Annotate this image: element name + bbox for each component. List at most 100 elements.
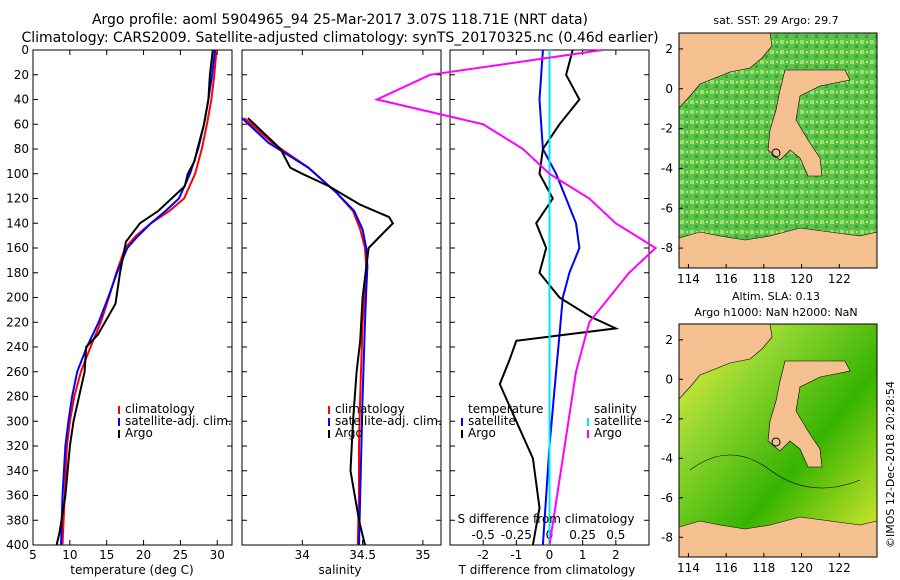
y-tick-label: 80 [14,142,29,156]
salinity-axes [241,49,442,546]
series-line-argo [247,117,395,546]
lon-tick-label: 114 [677,561,700,575]
sst-map-frame [678,32,878,269]
temperature-series [55,49,218,546]
temperature-legend: climatology satellite-adj. clim. Argo [118,402,232,440]
y-tick-label: 280 [6,390,29,404]
sla-map-subtitle: Argo h1000: NaN h2000: NaN [694,306,857,319]
lat-tick-label: -8 [661,241,673,255]
x-tick-label: -1 [510,548,522,562]
lon-tick-label: 120 [790,272,813,286]
y-tick-label: 100 [6,167,29,181]
sulawesi-land [767,69,851,177]
sla-map-title: Altim. SLA: 0.13 [732,290,820,303]
legend-label-t-argo: Argo [468,426,496,440]
legend-label-satellite: satellite-adj. clim. [125,414,232,428]
series-line-t-satellite [538,49,581,546]
sla-lat-axis: 2 0 -2 -4 -6 -8 [661,333,683,544]
y-tick-label: 300 [6,414,29,428]
lat-tick-label: -4 [661,451,673,465]
imos-watermark: ©IMOS 12-Dec-2018 20:28:54 [884,381,897,548]
legend-label-argo: Argo [125,426,153,440]
legend-label-s-satellite: satellite [594,414,642,428]
series-line-satellite-adj-clim- [241,117,369,546]
x-tick-label: 15 [99,548,114,562]
x-tick-label: 1 [579,548,587,562]
lat-tick-label: 2 [665,333,673,347]
y-tick-label: 60 [14,117,29,131]
y-tick-label: 240 [6,340,29,354]
legend-label-climatology: climatology [125,402,195,416]
difference-x2label: S difference from climatology [458,512,635,526]
y-tick-label: 360 [6,489,29,503]
legend-label-satellite: satellite-adj. clim. [335,414,442,428]
difference-xlabel: T difference from climatology [458,563,636,577]
temperature-x-axis: 5 10 15 20 25 30 [29,50,225,562]
y-tick-label: 260 [6,365,29,379]
y-tick-label: 320 [6,439,29,453]
argo-location-marker [771,437,781,447]
x-tick-label: 20 [136,548,151,562]
temperature-xlabel: temperature (deg C) [70,563,193,577]
y-tick-label: 0 [21,43,29,57]
sst-lat-axis: 2 0 -2 -4 -6 -8 [661,42,683,255]
y-tick-label: 340 [6,464,29,478]
x-tick-label: 35 [415,548,430,562]
x2-tick-label: -0.25 [501,528,532,542]
figure-title-line2: Climatology: CARS2009. Satellite-adjuste… [21,30,658,46]
legend-label-climatology: climatology [335,402,405,416]
difference-legend-salinity: salinity satellite Argo [587,402,642,440]
legend-title-salinity: salinity [594,402,637,416]
x2-tick-label: -0.5 [471,528,494,542]
x-tick-label: 0 [546,548,554,562]
lon-tick-label: 116 [715,561,738,575]
legend-label-t-satellite: satellite [468,414,516,428]
lat-tick-label: 0 [665,82,673,96]
sst-map: sat. SST: 29 Argo: 29.7 114 116 118 120 122 … [661,14,878,286]
temperature-panel: 0 20 40 60 80 100 120 140 160 180 200 220 240 260 280 3… [6,43,233,577]
bathymetry-contour [689,454,861,489]
x2-tick-label: 0.25 [569,528,596,542]
sla-lon-axis: 114 116 118 120 122 [677,553,851,575]
borneo-land [678,323,773,400]
y-tick-label: 20 [14,68,29,82]
lat-tick-label: -2 [661,122,673,136]
lon-tick-label: 116 [715,272,738,286]
series-line-s-argo [373,49,658,546]
lon-tick-label: 118 [752,272,775,286]
lat-tick-label: -2 [661,412,673,426]
lat-tick-label: -8 [661,530,673,544]
lat-tick-label: -6 [661,201,673,215]
salinity-series [241,117,395,546]
salinity-depth-ticks [242,49,441,546]
sulawesi-land [767,360,851,468]
borneo-land [678,32,773,109]
x-tick-label: 2 [612,548,620,562]
sst-lon-axis: 114 116 118 120 122 [677,264,851,286]
lat-tick-label: -4 [661,161,673,175]
temperature-axes [32,49,233,546]
sla-land [678,323,878,558]
x-tick-label: 5 [29,548,37,562]
x-tick-label: 30 [210,548,225,562]
y-tick-label: 40 [14,93,29,107]
sla-map-frame [678,323,878,558]
lon-tick-label: 120 [790,561,813,575]
salinity-x-axis: 34 34.5 35 [295,50,431,562]
argo-location-marker [771,148,781,158]
salinity-panel: 34 34.5 35 salinity climatology satellite-… [241,49,442,577]
legend-label-argo: Argo [335,426,363,440]
x2-tick-label: 0.5 [606,528,625,542]
lat-tick-label: 0 [665,372,673,386]
lat-tick-label: 2 [665,42,673,56]
sst-map-title: sat. SST: 29 Argo: 29.7 [713,14,838,27]
lon-tick-label: 118 [752,561,775,575]
y-tick-label: 180 [6,266,29,280]
x-tick-label: 34 [295,548,310,562]
y-tick-label: 380 [6,513,29,527]
depth-axis: 0 20 40 60 80 100 120 140 160 180 200 220 240 260 280 3… [6,43,232,552]
difference-legend-temperature: temperature satellite Argo [461,402,543,440]
salinity-xlabel: salinity [318,563,361,577]
lon-tick-label: 122 [828,272,851,286]
y-tick-label: 160 [6,241,29,255]
